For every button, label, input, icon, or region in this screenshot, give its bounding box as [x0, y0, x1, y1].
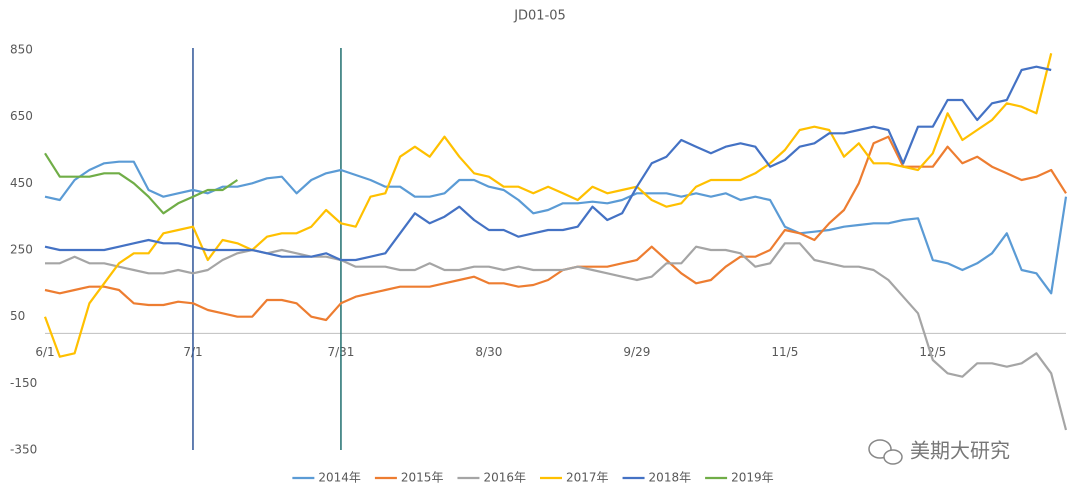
legend-label: 2014年: [318, 471, 361, 485]
x-tick-label: 8/30: [475, 345, 502, 359]
series-line: [43, 53, 1053, 358]
y-tick-label: -150: [10, 376, 37, 390]
x-tick-label: 11/5: [771, 345, 798, 359]
y-tick-label: 450: [10, 176, 33, 190]
legend-label: 2017年: [566, 471, 609, 485]
legend-label: 2019年: [731, 471, 774, 485]
legend-item: 2016年: [457, 471, 526, 485]
y-tick-label: 650: [10, 109, 33, 123]
series-line: [44, 160, 1068, 295]
legend-item: 2014年: [292, 471, 361, 485]
series-line: [44, 135, 1067, 322]
x-tick-label: 12/5: [919, 345, 946, 359]
chart-title: JD01-05: [513, 9, 566, 24]
wechat-icon: [868, 439, 892, 459]
wechat-icon: [883, 449, 903, 465]
watermark-text: 美期大研究: [910, 439, 1010, 463]
series-line: [44, 152, 239, 215]
legend: 2014年 2015年 2016年 2017年 2018年 2019年: [292, 471, 774, 485]
y-tick-label: 50: [10, 309, 25, 323]
legend-label: 2016年: [483, 471, 526, 485]
legend-label: 2015年: [401, 471, 444, 485]
legend-item: 2018年: [622, 471, 692, 485]
watermark: 美期大研究: [868, 439, 1010, 465]
series-line: [44, 65, 1052, 262]
legend-item: 2015年: [374, 471, 444, 485]
y-tick-label: -350: [10, 443, 37, 457]
legend-item: 2019年: [705, 471, 774, 485]
y-tick-label: 850: [10, 43, 33, 57]
x-tick-label: 6/1: [35, 345, 54, 359]
x-tick-label: 9/29: [623, 345, 650, 359]
legend-label: 2018年: [649, 471, 692, 485]
series-line: [45, 242, 1068, 431]
legend-item: 2017年: [540, 471, 609, 485]
y-tick-label: 250: [10, 243, 33, 257]
